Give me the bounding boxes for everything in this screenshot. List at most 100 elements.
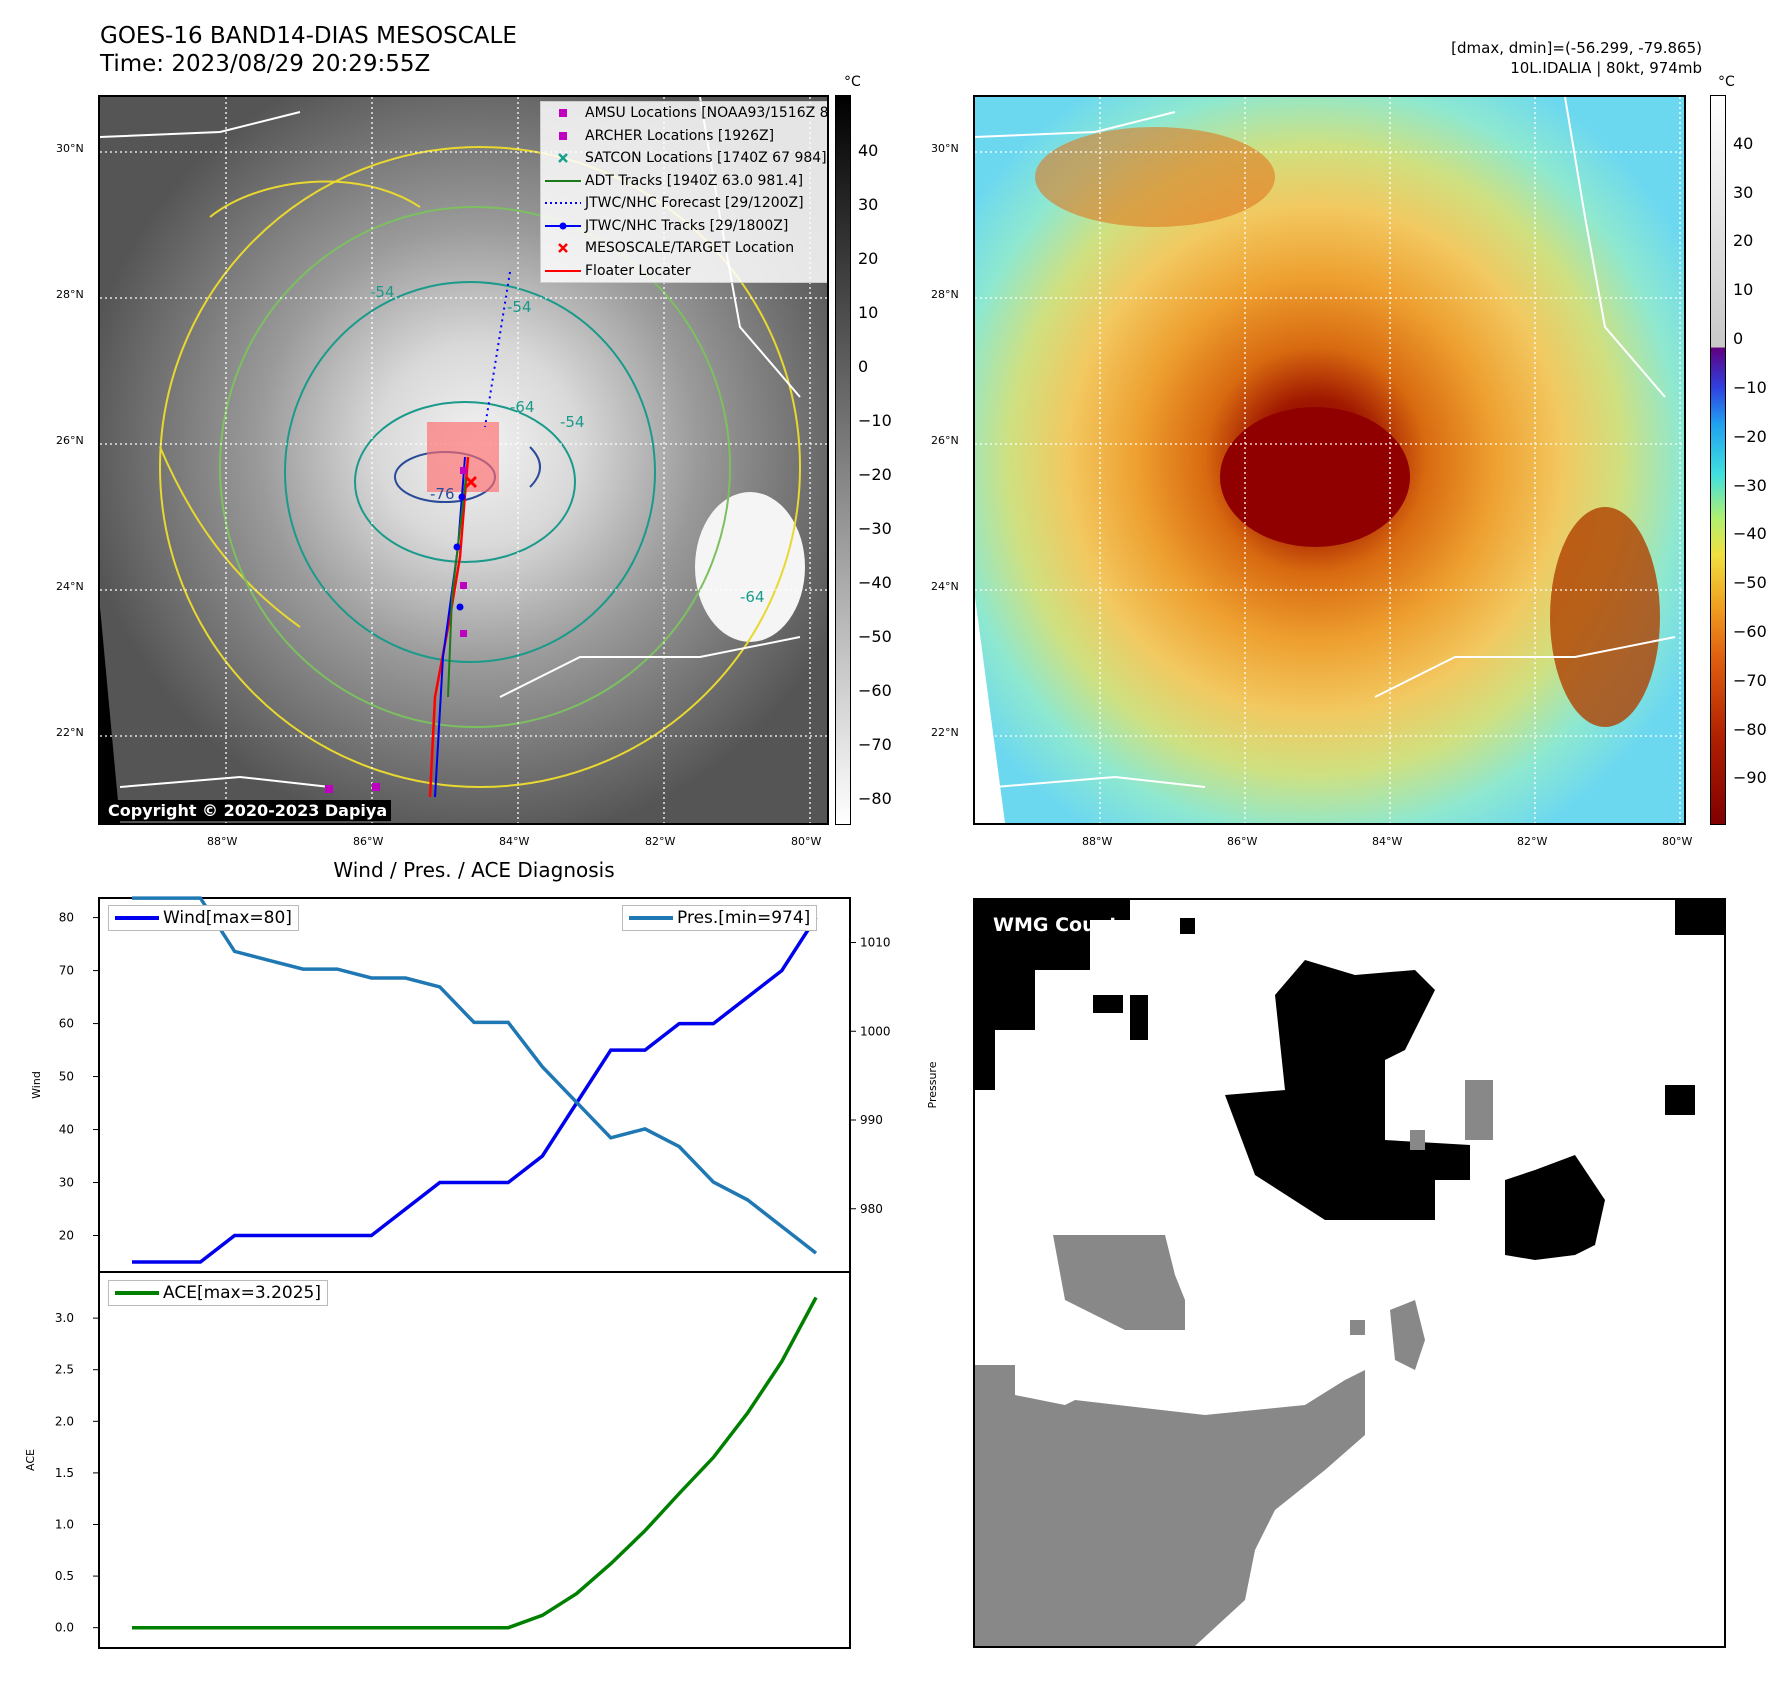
gray-colorbar bbox=[835, 95, 851, 825]
lat-tick: 30°N bbox=[931, 142, 959, 155]
legend-label: AMSU Locations [NOAA93/1516Z 83 982] bbox=[585, 105, 829, 122]
pres-axis-label: Pressure bbox=[926, 1061, 939, 1108]
wmg-count-label: WMG Count: 0 bbox=[993, 914, 1146, 936]
ir-color-map bbox=[973, 95, 1686, 825]
pres-axis: 1010 1000 990 980 bbox=[850, 936, 891, 1216]
lat-tick: 26°N bbox=[931, 434, 959, 447]
ace-axis-label: ACE bbox=[24, 1449, 37, 1471]
colorbar-unit: °C bbox=[844, 74, 861, 90]
tick-label: 3.0 bbox=[55, 1311, 74, 1325]
pres-legend-label: Pres.[min=974] bbox=[677, 908, 811, 928]
legend-label: JTWC/NHC Forecast [29/1200Z] bbox=[585, 195, 804, 212]
legend-label: ADT Tracks [1940Z 63.0 981.4] bbox=[585, 172, 804, 189]
pres-legend-line bbox=[629, 916, 673, 920]
lon-tick: 86°W bbox=[1227, 835, 1258, 848]
tick-label: 0.0 bbox=[55, 1621, 74, 1635]
ace-legend: ACE[max=3.2025] bbox=[108, 1280, 328, 1306]
contour-label: -54 bbox=[370, 283, 395, 301]
wind-legend-label: Wind[max=80] bbox=[163, 908, 292, 928]
ace-frame bbox=[98, 1271, 851, 1649]
legend-item: SATCON Locations [1740Z 67 984] bbox=[541, 147, 827, 170]
wind-pres-frame bbox=[98, 897, 851, 1273]
storm-name-label: 10L.IDALIA | 80kt, 974mb bbox=[1510, 59, 1702, 77]
lat-tick: 24°N bbox=[931, 580, 959, 593]
lon-tick: 88°W bbox=[207, 835, 238, 848]
ir-gray-map: -54 -64 -54 -76 -54 -64 AMSU Locations [… bbox=[98, 95, 829, 825]
title-line-2: Time: 2023/08/29 20:29:55Z bbox=[100, 51, 431, 77]
tick-label: 20 bbox=[59, 1229, 74, 1243]
pres-legend: Pres.[min=974] bbox=[622, 905, 818, 931]
legend-label: MESOSCALE/TARGET Location bbox=[585, 240, 795, 257]
series-line bbox=[132, 896, 818, 1255]
tick-label: 40 bbox=[59, 1123, 74, 1137]
contour-label: -54 bbox=[560, 413, 585, 431]
lon-tick: 80°W bbox=[1662, 835, 1693, 848]
tick-label: 30 bbox=[59, 1176, 74, 1190]
lon-tick: 84°W bbox=[1372, 835, 1403, 848]
tick-label: 70 bbox=[59, 964, 74, 978]
title-line-1: GOES-16 BAND14-DIAS MESOSCALE bbox=[100, 23, 517, 49]
colorbar-unit: °C bbox=[1718, 74, 1735, 90]
legend-item: Floater Locater bbox=[541, 260, 827, 283]
wind-axis: 80 70 60 50 40 30 20 bbox=[59, 911, 99, 1243]
ace-legend-label: ACE[max=3.2025] bbox=[163, 1283, 321, 1303]
legend-item: AMSU Locations [NOAA93/1516Z 83 982] bbox=[541, 102, 829, 125]
legend-label: Floater Locater bbox=[585, 262, 691, 279]
legend-label: SATCON Locations [1740Z 67 984] bbox=[585, 150, 827, 167]
ir-color-image bbox=[975, 97, 1684, 823]
lon-tick: 84°W bbox=[499, 835, 530, 848]
contour-label: -76 bbox=[430, 485, 455, 503]
contour-label: -64 bbox=[740, 588, 765, 606]
map-legend: AMSU Locations [NOAA93/1516Z 83 982] ARC… bbox=[540, 101, 829, 283]
lon-tick: 80°W bbox=[791, 835, 822, 848]
tick-label: 0.5 bbox=[55, 1569, 74, 1583]
contour-label: -64 bbox=[510, 398, 535, 416]
series-line bbox=[132, 1296, 818, 1630]
legend-label: JTWC/NHC Tracks [29/1800Z] bbox=[585, 217, 789, 234]
tick-label: 2.5 bbox=[55, 1363, 74, 1377]
lat-tick: 28°N bbox=[56, 288, 84, 301]
lat-tick: 26°N bbox=[56, 434, 84, 447]
lat-tick: 28°N bbox=[931, 288, 959, 301]
legend-label: ARCHER Locations [1926Z] bbox=[585, 127, 775, 144]
tick-label: 1000 bbox=[860, 1024, 891, 1038]
tick-label: 60 bbox=[59, 1017, 74, 1031]
lon-tick: 82°W bbox=[1517, 835, 1548, 848]
tick-label: 50 bbox=[59, 1070, 74, 1084]
wind-legend: Wind[max=80] bbox=[108, 905, 299, 931]
legend-item: JTWC/NHC Tracks [29/1800Z] bbox=[541, 215, 827, 238]
ace-legend-line bbox=[115, 1291, 159, 1295]
tick-label: 1.5 bbox=[55, 1466, 74, 1480]
series-line bbox=[132, 916, 818, 1264]
contour-label: -54 bbox=[507, 298, 532, 316]
diag-title: Wind / Pres. / ACE Diagnosis bbox=[333, 858, 615, 882]
lat-tick: 22°N bbox=[56, 726, 84, 739]
lon-tick: 86°W bbox=[353, 835, 384, 848]
wind-axis-label: Wind bbox=[30, 1071, 43, 1099]
tick-label: 1.0 bbox=[55, 1517, 74, 1531]
dmax-dmin-label: [dmax, dmin]=(-56.299, -79.865) bbox=[1451, 39, 1702, 57]
storm-info: [dmax, dmin]=(-56.299, -79.865) 10L.IDAL… bbox=[1451, 38, 1702, 78]
lat-tick: 22°N bbox=[931, 726, 959, 739]
legend-item: JTWC/NHC Forecast [29/1200Z] bbox=[541, 192, 827, 215]
color-colorbar bbox=[1710, 95, 1726, 825]
tick-label: 80 bbox=[59, 911, 74, 925]
lon-tick: 82°W bbox=[645, 835, 676, 848]
legend-item: MESOSCALE/TARGET Location bbox=[541, 237, 827, 260]
tick-label: 990 bbox=[860, 1113, 883, 1127]
page-title: GOES-16 BAND14-DIAS MESOSCALE Time: 2023… bbox=[100, 22, 517, 78]
wind-legend-line bbox=[115, 916, 159, 920]
tick-label: 1010 bbox=[860, 936, 891, 950]
lat-tick: 24°N bbox=[56, 580, 84, 593]
tick-label: 980 bbox=[860, 1202, 883, 1216]
legend-item: ADT Tracks [1940Z 63.0 981.4] bbox=[541, 170, 827, 193]
tick-label: 2.0 bbox=[55, 1414, 74, 1428]
copyright-label: Copyright © 2020-2023 Dapiya bbox=[104, 800, 392, 821]
wmg-image bbox=[975, 900, 1724, 1646]
ace-axis: 3.0 2.5 2.0 1.5 1.0 0.5 0.0 bbox=[55, 1311, 99, 1635]
lat-tick: 30°N bbox=[56, 142, 84, 155]
wmg-panel: WMG Count: 0 bbox=[973, 898, 1726, 1648]
lon-tick: 88°W bbox=[1082, 835, 1113, 848]
series-layer bbox=[132, 896, 818, 1630]
